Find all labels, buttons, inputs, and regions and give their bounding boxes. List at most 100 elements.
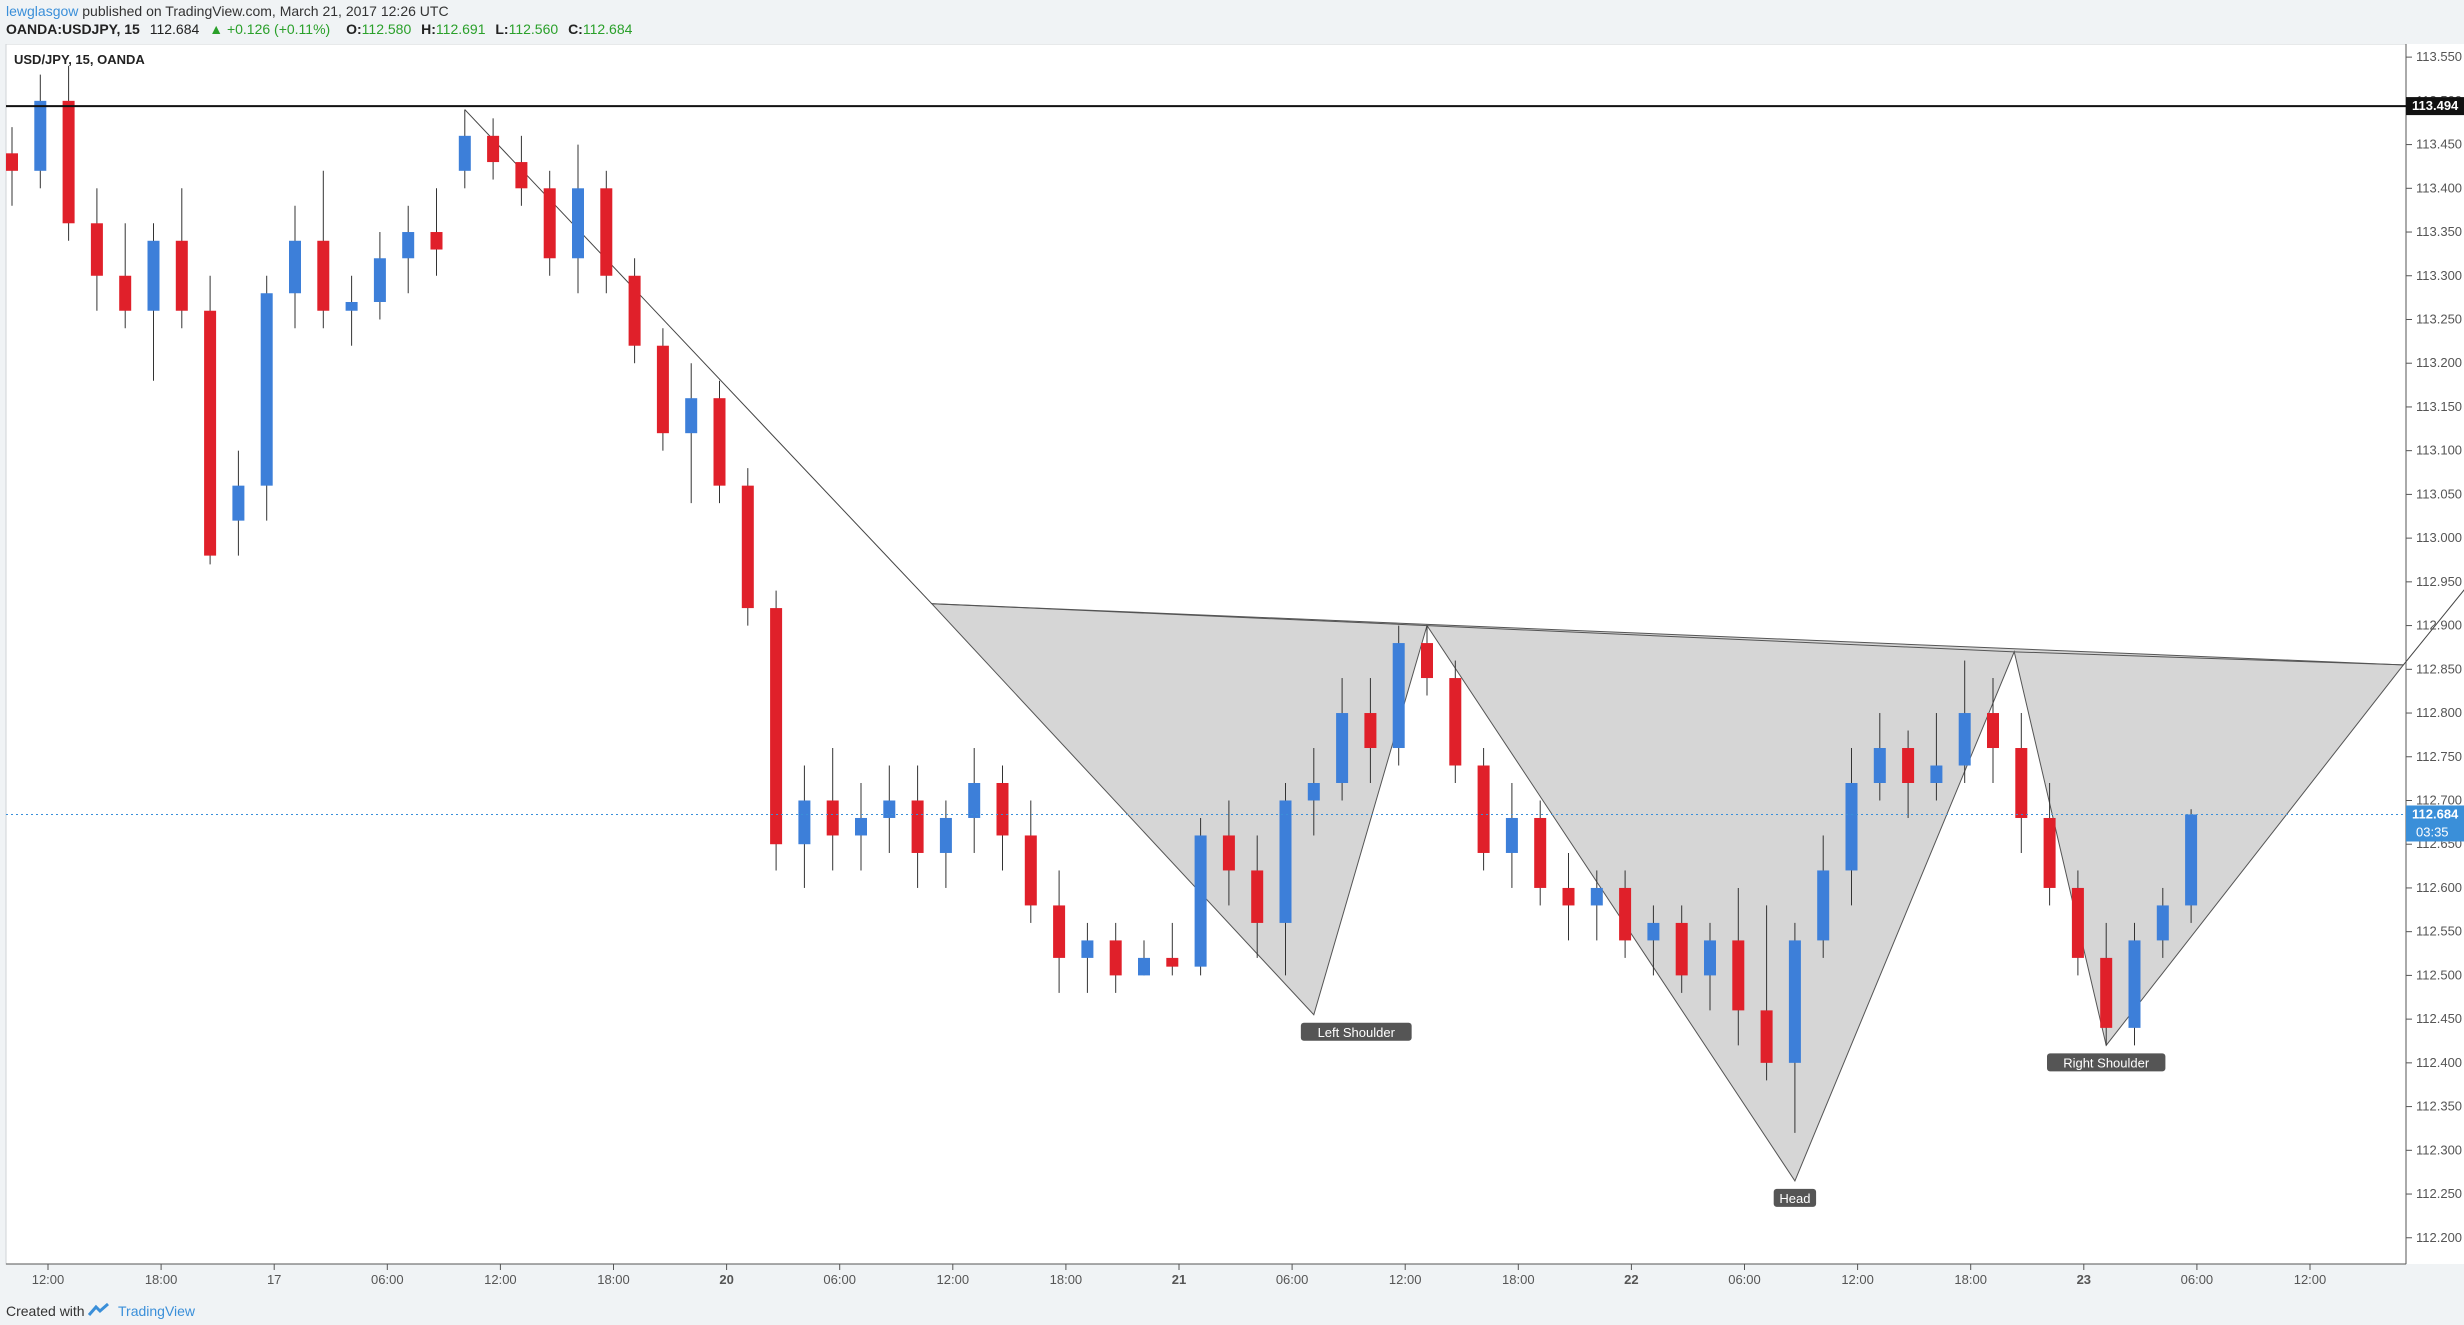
- publish-line: lewglasgow published on TradingView.com,…: [6, 3, 449, 19]
- y-tick-label: 112.450: [2416, 1011, 2462, 1026]
- candle-body: [232, 485, 245, 521]
- candle: [798, 765, 811, 888]
- x-tick-label: 22: [1624, 1272, 1638, 1287]
- price-chart[interactable]: 113.550113.500113.450113.400113.350113.3…: [0, 44, 2464, 1296]
- low-value: 112.560: [508, 21, 559, 37]
- author-link[interactable]: lewglasgow: [6, 3, 79, 19]
- candle: [996, 765, 1009, 871]
- last-price-value: 112.684: [149, 21, 200, 37]
- candle: [1194, 817, 1207, 976]
- pattern-shape: [930, 603, 2405, 1182]
- candle: [1732, 887, 1745, 1046]
- candle: [317, 170, 330, 329]
- candle-body: [62, 100, 75, 224]
- tradingview-brand[interactable]: TradingView: [118, 1303, 196, 1319]
- x-tick-label: 17: [267, 1272, 281, 1287]
- x-axis-ticks: 12:00 18:00 17 06:00 12:00 18:00 20 06:00 12:00 1…: [32, 1264, 2327, 1287]
- candle-body: [1024, 835, 1037, 906]
- candle-body: [1647, 922, 1660, 941]
- candle: [2185, 809, 2198, 923]
- y-tick-label: 113.200: [2416, 355, 2462, 370]
- candle-body: [1477, 765, 1490, 853]
- x-tick-label: 21: [1172, 1272, 1186, 1287]
- candle: [345, 275, 358, 346]
- x-tick-label: 06:00: [1728, 1272, 1761, 1287]
- y-tick-label: 113.300: [2416, 268, 2462, 283]
- candle: [572, 144, 584, 294]
- candle: [883, 765, 896, 853]
- candle: [1647, 905, 1660, 976]
- pattern-label: Right Shoulder: [2047, 1053, 2166, 1072]
- candle: [34, 74, 47, 189]
- symbol-label: OANDA:USDJPY, 15: [6, 21, 140, 37]
- y-tick-label: 113.050: [2416, 486, 2462, 501]
- candle-body: [1392, 643, 1405, 749]
- candle-body: [204, 310, 217, 556]
- candle-body: [685, 398, 698, 434]
- pattern-annotations: Left Shoulder Head Right Shoulder: [1300, 1022, 2166, 1207]
- x-tick-label: 18:00: [1954, 1272, 1987, 1287]
- pattern-label-text: Right Shoulder: [2063, 1055, 2150, 1070]
- candle: [2043, 782, 2056, 906]
- y-tick-label: 112.850: [2416, 661, 2462, 676]
- candle-body: [317, 240, 330, 311]
- candle: [911, 765, 924, 888]
- candle: [175, 188, 188, 329]
- candle: [1845, 748, 1858, 906]
- candle: [2128, 922, 2141, 1046]
- candle: [1505, 782, 1518, 888]
- x-tick-label: 12:00: [484, 1272, 517, 1287]
- candle: [147, 223, 160, 381]
- x-tick-label: 12:00: [2294, 1272, 2327, 1287]
- candle-body: [770, 608, 783, 845]
- candles: [6, 65, 2198, 1133]
- candle: [1675, 905, 1688, 993]
- change-text: +0.126 (+0.11%): [226, 21, 331, 37]
- candle-body: [1449, 678, 1462, 766]
- candle-body: [2071, 887, 2084, 958]
- tradingview-logo-icon: [88, 1302, 109, 1316]
- candle-body: [1222, 835, 1235, 871]
- candle: [430, 188, 443, 276]
- candle-body: [996, 782, 1009, 836]
- y-tick-label: 112.700: [2416, 792, 2462, 807]
- candle-body: [600, 188, 613, 276]
- candle: [713, 380, 726, 504]
- candle: [968, 748, 981, 853]
- candle: [1562, 852, 1575, 941]
- candle-body: [1534, 817, 1547, 888]
- candle: [1421, 625, 1433, 696]
- chart-title: USD/JPY, 15, OANDA: [14, 52, 145, 67]
- candle: [685, 363, 698, 504]
- candle: [1392, 625, 1405, 766]
- y-tick-label: 113.400: [2416, 180, 2462, 195]
- y-tick-label: 113.250: [2416, 311, 2462, 326]
- candle: [1364, 678, 1377, 783]
- candle-body: [2043, 817, 2056, 888]
- last-price-label: 112.684: [2412, 806, 2459, 821]
- candle: [1109, 922, 1122, 993]
- y-tick-label: 112.800: [2416, 705, 2462, 720]
- x-tick-label: 06:00: [1276, 1272, 1309, 1287]
- candle: [1251, 835, 1264, 958]
- pattern-label-box: [2047, 1053, 2166, 1072]
- candle: [1534, 800, 1547, 906]
- candle-body: [373, 258, 386, 302]
- created-with-text: Created with: [6, 1303, 85, 1319]
- low-label: L:: [495, 21, 509, 37]
- candle: [487, 118, 500, 180]
- candle: [1987, 678, 1999, 783]
- candle-body: [1053, 905, 1066, 958]
- price-levels: 113.494 112.684 03:35: [6, 97, 2464, 842]
- candle: [289, 205, 301, 329]
- candle: [2015, 713, 2028, 853]
- price-axis[interactable]: [2406, 44, 2464, 1264]
- x-tick-label: 06:00: [823, 1272, 856, 1287]
- neckline: [931, 603, 2404, 666]
- candle-body: [911, 800, 924, 853]
- candle-body: [2100, 957, 2113, 1028]
- candle: [656, 328, 669, 451]
- candle-body: [1505, 817, 1518, 853]
- candle-body: [1279, 800, 1292, 923]
- y-tick-label: 112.600: [2416, 880, 2462, 895]
